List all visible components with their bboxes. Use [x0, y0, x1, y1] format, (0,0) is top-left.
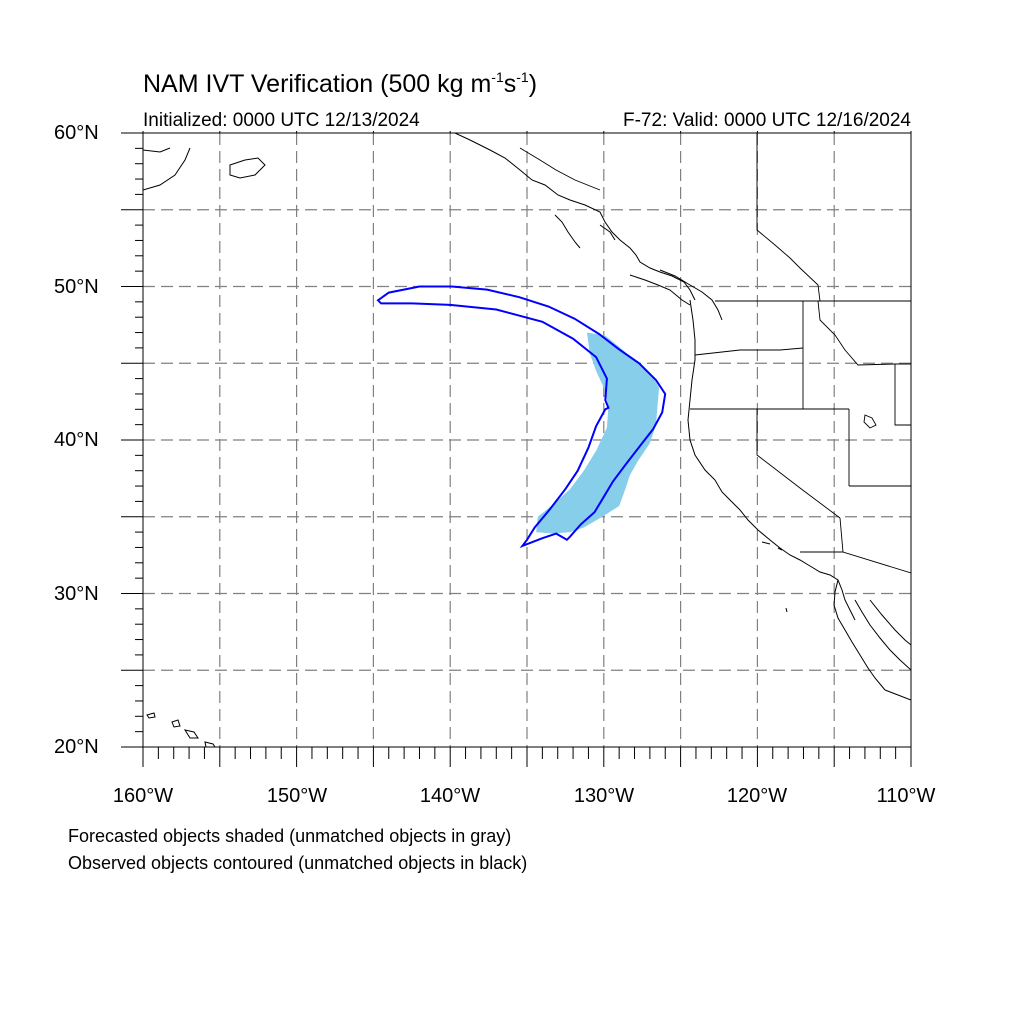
lon-label-110w: 110°W	[876, 785, 936, 807]
lat-label-50n: 50°N	[54, 276, 99, 298]
footnote-observed: Observed objects contoured (unmatched ob…	[68, 853, 528, 873]
lon-label-150w: 150°W	[266, 785, 328, 807]
map-frame	[142, 132, 912, 748]
lon-label-160w: 160°W	[112, 785, 174, 807]
observed-object-contour	[376, 285, 667, 549]
valid-time: F-72: Valid: 0000 UTC 12/16/2024	[623, 110, 911, 131]
border-wy	[894, 364, 911, 426]
vancouver-island	[659, 269, 723, 321]
grid-lines	[143, 133, 911, 747]
lon-label-120w: 120°W	[726, 785, 788, 807]
title-text: NAM IVT Verification (500 kg m	[143, 70, 492, 98]
initialized-time: Initialized: 0000 UTC 12/13/2024	[143, 110, 420, 131]
political-borders	[519, 133, 911, 574]
coastline-islands-bc	[554, 214, 691, 306]
border-alaska-bc	[519, 147, 601, 191]
coastline-us-west	[687, 299, 856, 621]
hawaii-islands	[146, 712, 216, 747]
border-az	[839, 485, 911, 574]
coastline-north	[454, 133, 696, 301]
lon-label-140w: 140°W	[419, 785, 481, 807]
border-ca-nv	[756, 409, 841, 519]
axis-ticks	[121, 131, 912, 767]
coastline-mexico	[869, 599, 911, 701]
border-mt-wy	[817, 300, 911, 366]
title-exponent-2: -1	[516, 69, 529, 85]
lat-label-60n: 60°N	[54, 122, 99, 144]
lon-label-130w: 130°W	[573, 785, 635, 807]
lat-label-20n: 20°N	[54, 736, 99, 758]
title-exponent-1: -1	[491, 69, 504, 85]
map-title: NAM IVT Verification (500 kg m-1s-1)	[143, 70, 537, 99]
title-unit-s: s	[503, 70, 517, 98]
offshore-islands	[761, 541, 788, 613]
border-bc-alberta	[756, 133, 821, 302]
great-salt-lake	[863, 414, 877, 429]
forecast-object-shaded	[536, 332, 660, 534]
coastline-alaska	[143, 147, 266, 191]
coastlines	[143, 133, 911, 747]
coastline-baja	[833, 579, 911, 691]
border-wa-or	[694, 347, 804, 356]
title-close: )	[528, 70, 538, 98]
lat-label-40n: 40°N	[54, 429, 99, 451]
lat-label-30n: 30°N	[54, 583, 99, 605]
footnote-forecast: Forecasted objects shaded (unmatched obj…	[68, 826, 512, 846]
